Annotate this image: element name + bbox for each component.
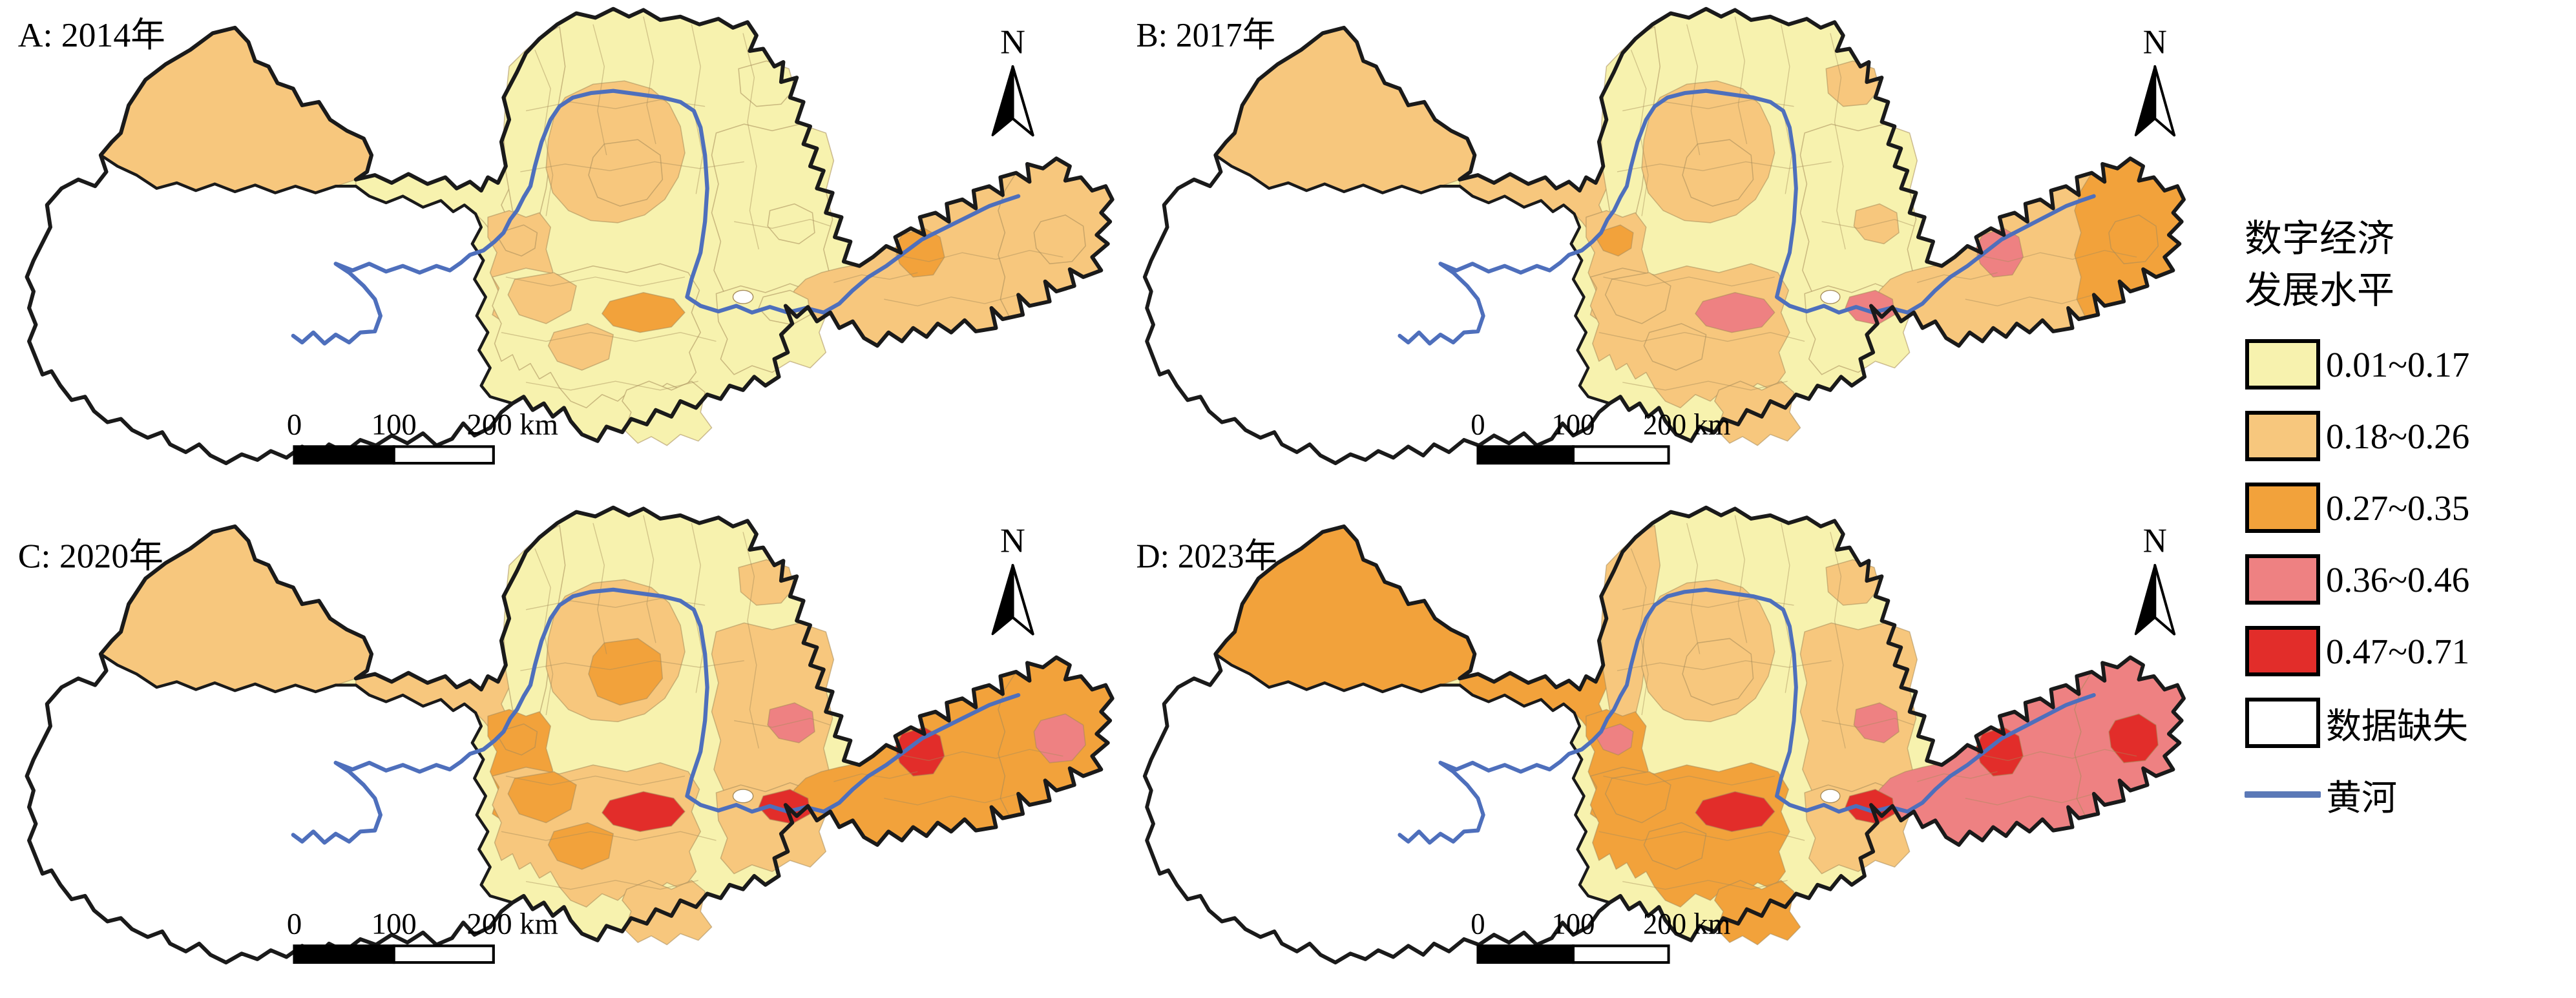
scale-bar-white-segment <box>1572 944 1670 964</box>
scale-tick-100: 100 <box>1551 408 1595 441</box>
scale-bar-black-segment <box>293 445 395 465</box>
panel-label-2014: A: 2014年 <box>18 16 165 54</box>
panel-label-2023: D: 2023年 <box>1136 537 1277 576</box>
legend-item-class2: 0.18~0.26 <box>2245 410 2570 462</box>
north-arrow-icon: N <box>2134 522 2176 636</box>
map-canvas-2017: B: 2017年 N 0 100 200 km <box>1136 0 2190 499</box>
scale-tick-0: 0 <box>287 908 302 941</box>
scale-bar-black-segment <box>293 944 395 964</box>
north-label: N <box>1000 521 1025 560</box>
legend-label-river: 黄河 <box>2326 778 2398 818</box>
map-panel-2020: C: 2020年 N 0 100 200 km <box>0 499 1119 998</box>
legend-item-missing: 数据缺失 <box>2245 697 2570 749</box>
scale-tick-200km: 200 km <box>466 908 558 941</box>
scale-tick-0: 0 <box>1471 408 1485 441</box>
legend-label-class5: 0.47~0.71 <box>2326 631 2470 671</box>
legend-label-class3: 0.27~0.35 <box>2326 488 2470 528</box>
scale-tick-100: 100 <box>372 409 417 442</box>
legend-title-line2: 发展水平 <box>2245 269 2395 312</box>
panel-label-2017: B: 2017年 <box>1136 16 1276 54</box>
map-canvas-2020: C: 2020年 N 0 100 200 km <box>18 499 1119 998</box>
map-canvas-2023: D: 2023年 N 0 100 200 km <box>1136 499 2190 998</box>
legend-item-class4: 0.36~0.46 <box>2245 554 2570 605</box>
north-arrow-icon: N <box>991 521 1034 636</box>
legend-swatch-class4 <box>2245 554 2320 605</box>
north-label: N <box>1000 23 1025 61</box>
north-label: N <box>2143 23 2167 61</box>
legend-label-class2: 0.18~0.26 <box>2326 416 2470 456</box>
map-panel-2023: D: 2023年 N 0 100 200 km <box>1119 499 2190 998</box>
legend: 数字经济 发展水平 0.01~0.17 0.18~0.26 0.27~0.35 … <box>2190 0 2576 998</box>
scale-tick-100: 100 <box>1551 907 1595 941</box>
legend-swatch-class5 <box>2245 626 2320 677</box>
legend-title: 数字经济 发展水平 <box>2245 213 2570 317</box>
legend-label-class4: 0.36~0.46 <box>2326 559 2470 599</box>
scale-bar-white-segment <box>392 944 495 964</box>
legend-item-class1: 0.01~0.17 <box>2245 338 2570 390</box>
map-panel-2014: A: 2014年 N 0 100 200 km <box>0 0 1119 499</box>
map-canvas-2014: A: 2014年 N 0 100 200 km <box>18 0 1119 499</box>
legend-item-class3: 0.27~0.35 <box>2245 482 2570 534</box>
scale-bar-black-segment <box>1476 944 1575 964</box>
scale-tick-200km: 200 km <box>466 409 558 442</box>
legend-item-river: 黄河 <box>2245 769 2570 820</box>
legend-label-missing: 数据缺失 <box>2326 707 2469 747</box>
scale-bar: 0 100 200 km <box>287 908 558 964</box>
legend-swatch-class2 <box>2245 411 2320 462</box>
legend-label-class1: 0.01~0.17 <box>2326 344 2470 384</box>
scale-bar: 0 100 200 km <box>1471 907 1731 964</box>
north-arrow-icon: N <box>2134 23 2176 137</box>
legend-swatch-missing <box>2245 698 2320 749</box>
scale-tick-100: 100 <box>372 908 417 941</box>
legend-title-line1: 数字经济 <box>2245 218 2395 260</box>
north-label: N <box>2143 522 2167 560</box>
scale-bar-black-segment <box>1476 445 1575 465</box>
scale-tick-200km: 200 km <box>1643 408 1731 441</box>
legend-swatch-class1 <box>2245 339 2320 390</box>
map-panels-grid: A: 2014年 N 0 100 200 km B: 2017年 <box>0 0 2190 998</box>
scale-bar: 0 100 200 km <box>1471 408 1731 465</box>
scale-tick-0: 0 <box>287 409 302 442</box>
legend-item-class5: 0.47~0.71 <box>2245 625 2570 677</box>
panel-label-2020: C: 2020年 <box>18 537 163 576</box>
scale-bar-white-segment <box>1572 445 1670 465</box>
scale-bar: 0 100 200 km <box>287 409 558 465</box>
scale-tick-0: 0 <box>1471 907 1485 941</box>
scale-bar-white-segment <box>392 445 495 465</box>
north-arrow-icon: N <box>991 23 1034 137</box>
scale-tick-200km: 200 km <box>1643 907 1731 941</box>
yellow-river-legend-line <box>2245 791 2321 798</box>
map-panel-2017: B: 2017年 N 0 100 200 km <box>1119 0 2190 499</box>
legend-swatch-class3 <box>2245 483 2320 534</box>
